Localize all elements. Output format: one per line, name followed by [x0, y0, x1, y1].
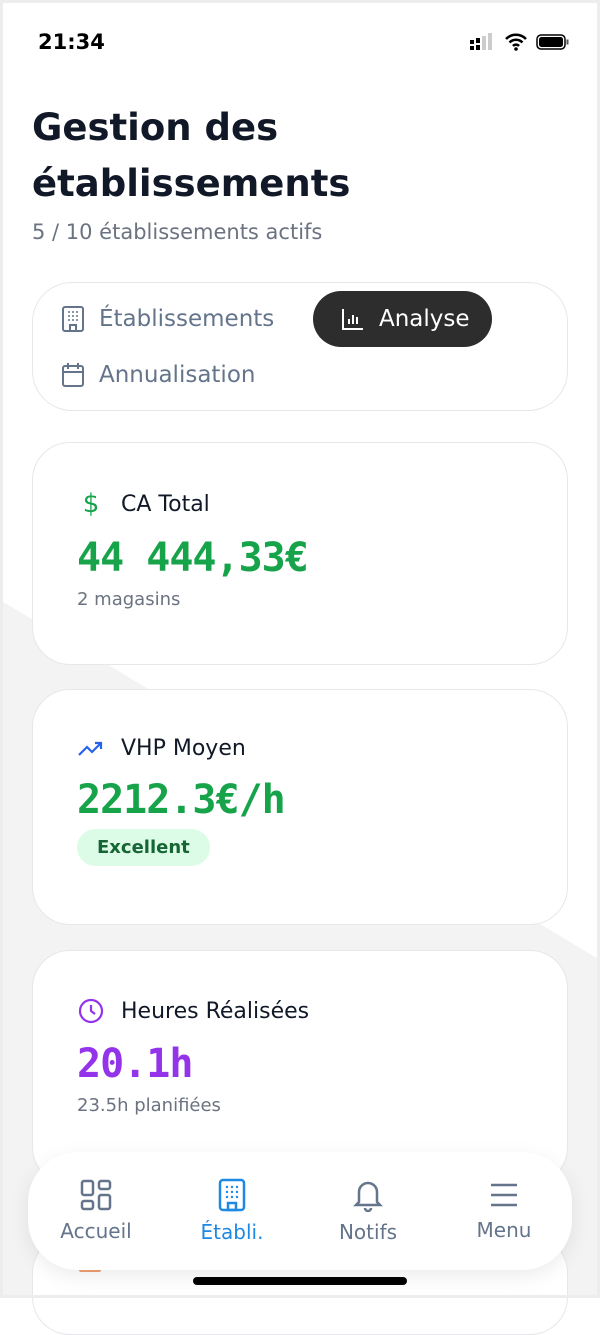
nav-menu[interactable]: Menu	[444, 1180, 564, 1242]
bottom-nav: Accueil Établi. Notifs Menu	[28, 1152, 572, 1270]
wifi-icon	[505, 33, 527, 51]
trending-up-icon	[78, 741, 103, 756]
menu-icon	[491, 1183, 517, 1207]
vhp-card: VHP Moyen 2212.3€/h Excellent	[32, 689, 568, 925]
tab-analyse[interactable]: Analyse	[313, 291, 492, 347]
tab-bar: Établissements Analyse Annualisation	[32, 282, 568, 411]
ca-total-note: 2 magasins	[77, 589, 181, 610]
nav-notifs[interactable]: Notifs	[308, 1178, 428, 1244]
clock-icon	[78, 998, 104, 1024]
page-title: Gestion des établissements	[32, 106, 351, 205]
nav-etablissements[interactable]: Établi.	[172, 1178, 292, 1244]
bell-icon	[353, 1181, 383, 1212]
grid-icon	[80, 1179, 112, 1211]
ca-total-value: 44 444,33€	[77, 535, 309, 581]
vhp-value: 2212.3€/h	[77, 777, 286, 823]
nav-accueil[interactable]: Accueil	[36, 1179, 156, 1243]
tab-etablissements[interactable]: Établissements	[33, 291, 296, 347]
bar-chart-icon	[342, 309, 363, 330]
building-icon	[62, 306, 84, 332]
page-subtitle: 5 / 10 établissements actifs	[32, 220, 323, 244]
status-bar: 21:34	[38, 30, 570, 54]
status-badge: Excellent	[77, 829, 210, 866]
calendar-icon	[62, 363, 84, 387]
heures-card: Heures Réalisées 20.1h 23.5h planifiées	[32, 950, 568, 1185]
building-icon	[218, 1178, 246, 1212]
dollar-icon: $	[82, 489, 100, 519]
ca-total-card: $ CA Total 44 444,33€ 2 magasins	[32, 442, 568, 665]
heures-value: 20.1h	[77, 1041, 193, 1087]
home-indicator	[193, 1277, 407, 1285]
tab-annualisation[interactable]: Annualisation	[33, 347, 277, 403]
signal-icon	[470, 33, 492, 50]
status-time: 21:34	[38, 30, 105, 54]
heures-note: 23.5h planifiées	[77, 1095, 221, 1116]
battery-icon	[536, 34, 569, 50]
